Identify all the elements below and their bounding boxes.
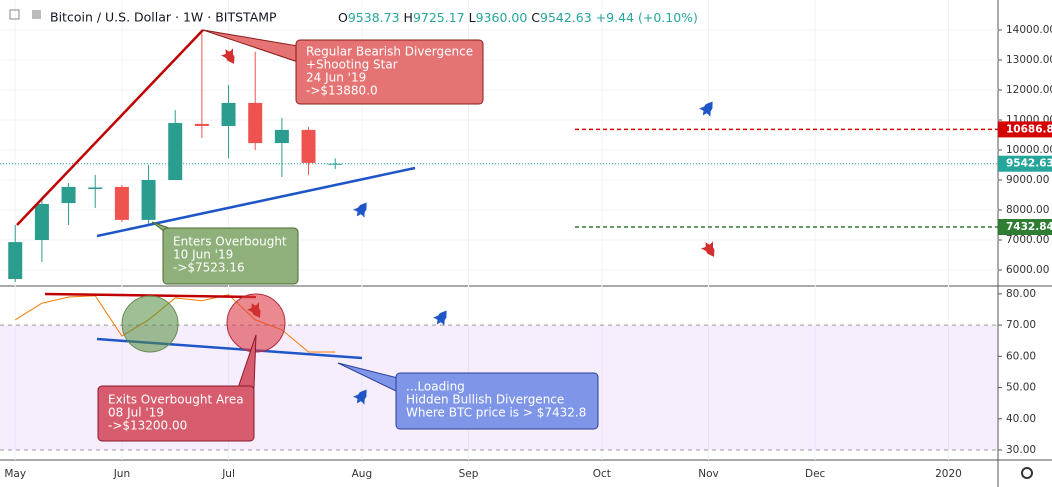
change: +9.44 (+0.10%) <box>596 10 698 25</box>
candle-body <box>248 102 263 144</box>
price-label-bg <box>998 155 1052 172</box>
y-tick-label: 10000.00 <box>1006 144 1052 156</box>
callout-text: Regular Bearish Divergence <box>306 45 473 59</box>
callout-text: Where BTC price is > $7432.8 <box>406 406 586 420</box>
callout-text: +Shooting Star <box>306 58 398 72</box>
callout-box <box>395 372 599 430</box>
header: Bitcoin / U.S. Dollar · 1W · BITSTAMP O9… <box>9 9 698 25</box>
y-tick-label: 12000.00 <box>1006 84 1052 96</box>
candle-body <box>8 242 23 279</box>
candle-body <box>274 129 289 144</box>
callout-text: Hidden Bullish Divergence <box>406 393 564 407</box>
y-tick-label: 6000.00 <box>1006 264 1049 276</box>
y-tick-label: 30.00 <box>1006 444 1036 456</box>
x-tick-label: Jul <box>221 468 235 480</box>
highlight-circle <box>121 295 179 353</box>
callout-text: ->$13880.0 <box>306 84 378 98</box>
symbol-title[interactable]: Bitcoin / U.S. Dollar · 1W · BITSTAMP <box>50 10 277 25</box>
trend-line <box>16 29 204 226</box>
candle-body <box>194 123 209 126</box>
price-label-bg <box>998 121 1052 138</box>
y-tick-label: 14000.00 <box>1006 24 1052 36</box>
candle-body <box>168 123 183 180</box>
callout: ...Loading Hidden Bullish Divergence Whe… <box>337 362 599 430</box>
candle-body <box>328 163 343 165</box>
candle-body <box>61 186 76 204</box>
y-tick-label: 9000.00 <box>1006 174 1049 186</box>
callout-box <box>162 227 299 285</box>
price-label-bg <box>998 219 1052 236</box>
collapse-icon <box>9 9 20 20</box>
callout-text: ->$13200.00 <box>108 419 187 433</box>
ohlc-value: 9542.63 <box>540 10 592 25</box>
callout-text: ...Loading <box>406 380 465 394</box>
ohlc-key: L <box>469 10 476 25</box>
price-label: 10686.89 <box>1006 123 1052 135</box>
callout: Exits Overbought Area 08 Jul '19 ->$1320… <box>97 334 257 442</box>
ohlc-value: 9538.73 <box>348 10 400 25</box>
candle-body <box>141 180 156 220</box>
highlight-circle <box>226 293 286 353</box>
callout-text: Enters Overbought <box>173 235 287 249</box>
callout-box <box>97 385 255 442</box>
x-tick-label: May <box>4 468 26 480</box>
drawings <box>16 29 721 408</box>
x-tick-label: Oct <box>593 468 611 480</box>
marks <box>0 33 998 353</box>
candle-body <box>88 187 103 189</box>
ohlc-value: 9725.17 <box>413 10 465 25</box>
y-tick-label: 7000.00 <box>1006 234 1049 246</box>
callout-box <box>295 39 484 105</box>
ohlc-value: 9360.00 <box>476 10 528 25</box>
y-tick-label: 8000.00 <box>1006 204 1049 216</box>
y-tick-label: 40.00 <box>1006 413 1036 425</box>
y-tick-label: 50.00 <box>1006 382 1036 394</box>
callout-text: ->$7523.16 <box>173 261 245 275</box>
candle-body <box>221 102 236 126</box>
price-label: 7432.84 <box>1006 221 1052 233</box>
price-label: 9542.63 <box>1006 158 1052 170</box>
callout-text: Exits Overbought Area <box>108 393 244 407</box>
ohlc-key: C <box>531 10 540 25</box>
callout-text: 10 Jun '19 <box>173 248 233 262</box>
y-tick-label: 70.00 <box>1006 319 1036 331</box>
callout-text: 08 Jul '19 <box>108 406 164 420</box>
y-tick-label: 60.00 <box>1006 350 1036 362</box>
x-tick-label: Aug <box>352 468 373 480</box>
trend-line <box>44 292 257 299</box>
x-tick-label: Dec <box>805 468 826 480</box>
ohlc: O9538.73 H9725.17 L9360.00 C9542.63 +9.4… <box>338 10 698 25</box>
y-tick-label: 80.00 <box>1006 288 1036 300</box>
ohlc-key: O <box>338 10 348 25</box>
candle-body <box>34 204 49 240</box>
x-tick-label: 2020 <box>935 468 962 480</box>
callout: Regular Bearish Divergence +Shooting Sta… <box>202 29 484 105</box>
x-tick-label: Sep <box>459 468 479 480</box>
candle-body <box>301 129 316 163</box>
y-tick-label: 13000.00 <box>1006 54 1052 66</box>
trend-line <box>96 166 416 238</box>
symbol-icon <box>32 10 41 19</box>
axes: May Jun Jul Aug Sep Oct Nov Dec 2020 6000.00 7000.… <box>4 24 1052 480</box>
callout-text: 24 Jun '19 <box>306 71 366 85</box>
x-tick-label: Nov <box>698 468 719 480</box>
settings-button[interactable] <box>1021 467 1033 479</box>
x-tick-label: Jun <box>113 468 130 480</box>
candle-body <box>114 186 129 220</box>
callout: Enters Overbought 10 Jun '19 ->$7523.16 <box>151 221 299 285</box>
ohlc-key: H <box>404 10 413 25</box>
